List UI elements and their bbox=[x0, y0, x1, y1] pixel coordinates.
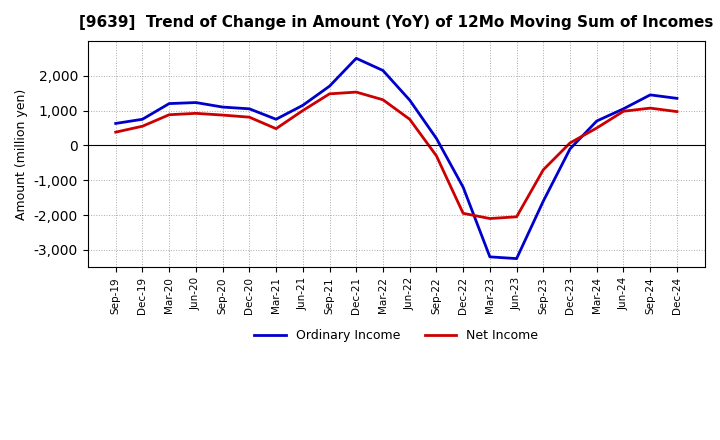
Ordinary Income bbox=[539, 198, 548, 204]
Ordinary Income bbox=[619, 106, 628, 111]
Ordinary Income bbox=[566, 146, 575, 151]
Title: [9639]  Trend of Change in Amount (YoY) of 12Mo Moving Sum of Incomes: [9639] Trend of Change in Amount (YoY) o… bbox=[79, 15, 714, 30]
Net Income bbox=[619, 109, 628, 114]
Net Income bbox=[138, 124, 147, 129]
Ordinary Income bbox=[245, 106, 253, 111]
Net Income bbox=[325, 91, 334, 96]
Net Income bbox=[112, 129, 120, 135]
Ordinary Income bbox=[379, 68, 387, 73]
Net Income bbox=[593, 125, 601, 131]
Ordinary Income bbox=[271, 117, 280, 122]
Line: Net Income: Net Income bbox=[116, 92, 677, 219]
Legend: Ordinary Income, Net Income: Ordinary Income, Net Income bbox=[249, 324, 544, 347]
Net Income bbox=[459, 211, 467, 216]
Ordinary Income bbox=[165, 101, 174, 106]
Net Income bbox=[245, 114, 253, 120]
Net Income bbox=[539, 167, 548, 172]
Line: Ordinary Income: Ordinary Income bbox=[116, 59, 677, 259]
Net Income bbox=[646, 106, 654, 111]
Net Income bbox=[432, 153, 441, 158]
Ordinary Income bbox=[325, 84, 334, 89]
Net Income bbox=[352, 89, 361, 95]
Net Income bbox=[299, 108, 307, 113]
Ordinary Income bbox=[646, 92, 654, 98]
Net Income bbox=[485, 216, 494, 221]
Net Income bbox=[218, 113, 227, 118]
Ordinary Income bbox=[672, 96, 681, 101]
Net Income bbox=[566, 140, 575, 146]
Y-axis label: Amount (million yen): Amount (million yen) bbox=[15, 88, 28, 220]
Net Income bbox=[379, 97, 387, 103]
Ordinary Income bbox=[112, 121, 120, 126]
Ordinary Income bbox=[593, 118, 601, 124]
Ordinary Income bbox=[485, 254, 494, 260]
Net Income bbox=[512, 214, 521, 220]
Net Income bbox=[165, 112, 174, 117]
Ordinary Income bbox=[432, 136, 441, 141]
Ordinary Income bbox=[192, 100, 200, 105]
Net Income bbox=[192, 111, 200, 116]
Net Income bbox=[405, 117, 414, 122]
Net Income bbox=[271, 126, 280, 131]
Ordinary Income bbox=[218, 104, 227, 110]
Ordinary Income bbox=[405, 98, 414, 103]
Ordinary Income bbox=[138, 117, 147, 122]
Ordinary Income bbox=[352, 56, 361, 61]
Ordinary Income bbox=[459, 184, 467, 190]
Ordinary Income bbox=[512, 256, 521, 261]
Ordinary Income bbox=[299, 103, 307, 108]
Net Income bbox=[672, 109, 681, 114]
